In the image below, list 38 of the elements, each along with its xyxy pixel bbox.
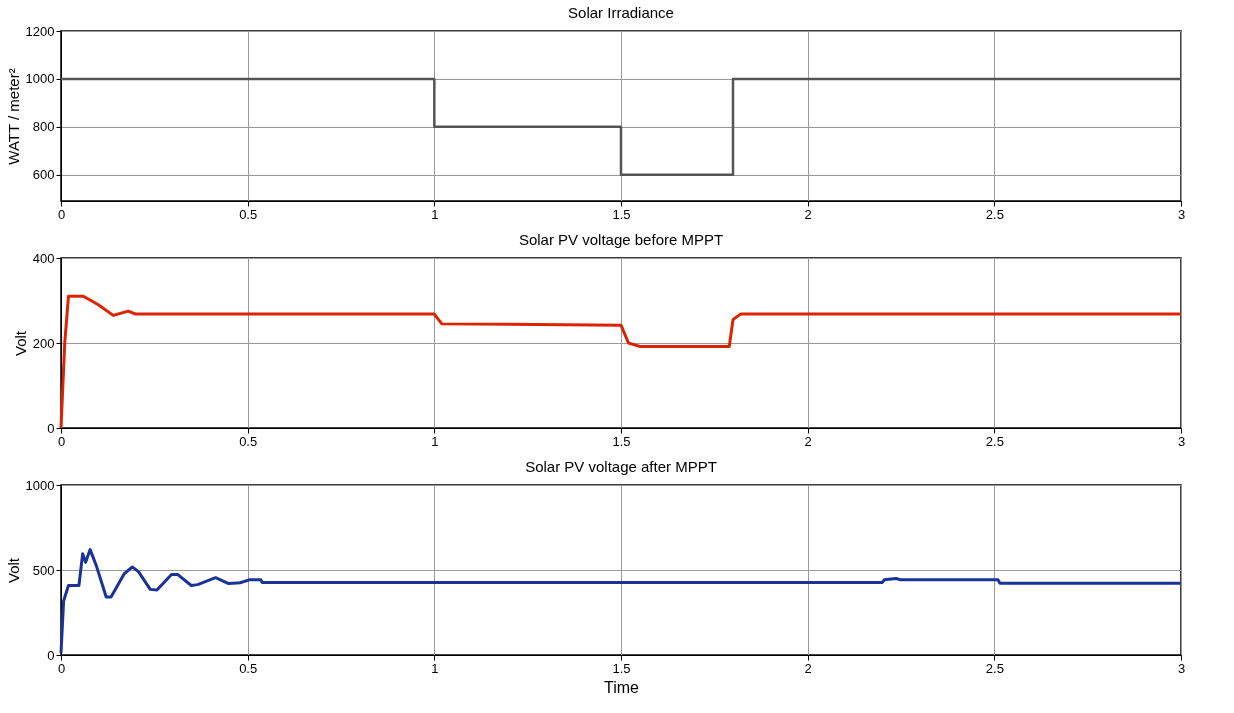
y-tick-label: 1200	[25, 23, 55, 39]
x-tick-label: 1.5	[612, 433, 631, 449]
y-axis-title: Volt	[11, 330, 29, 357]
y-tick-label: 1000	[25, 71, 55, 87]
y-tick-label: 500	[32, 562, 55, 578]
x-tick-label: 2	[804, 206, 812, 222]
x-tick-label: 3	[1177, 660, 1186, 676]
y-tick-label: 400	[32, 250, 55, 266]
y-axis-title: WATT / meter²	[4, 68, 22, 165]
x-tick-label: 1	[431, 206, 439, 222]
x-tick-label: 2	[804, 660, 812, 676]
x-tick-label: 2	[804, 433, 812, 449]
x-tick-label: 2.5	[985, 433, 1004, 449]
x-tick-label: 1.5	[612, 660, 631, 676]
x-tick-label: 0.5	[239, 433, 258, 449]
x-tick-label: 0	[57, 660, 66, 676]
x-tick-label: 1	[431, 660, 439, 676]
chart-title: Solar PV voltage before MPPT	[518, 231, 724, 248]
x-tick-label: 3	[1177, 433, 1186, 449]
x-tick-label: 1	[431, 433, 439, 449]
x-tick-label: 3	[1177, 206, 1186, 222]
y-tick-label: 800	[32, 119, 55, 135]
x-tick-label: 0.5	[239, 206, 258, 222]
chart-title: Solar PV voltage after MPPT	[525, 458, 717, 475]
x-tick-label: 0	[57, 433, 66, 449]
y-tick-label: 600	[32, 167, 55, 183]
x-tick-label: 0.5	[239, 660, 258, 676]
y-axis-title: Volt	[4, 557, 22, 584]
x-tick-label: 2.5	[985, 660, 1004, 676]
x-tick-label: 2.5	[985, 206, 1004, 222]
y-tick-label: 0	[47, 420, 55, 436]
x-tick-label: 1.5	[612, 206, 631, 222]
chart-title: Solar Irradiance	[568, 4, 674, 21]
y-tick-label: 1000	[25, 477, 55, 493]
x-axis-title: Time	[604, 678, 640, 696]
y-tick-label: 0	[47, 647, 55, 663]
x-tick-label: 0	[57, 206, 66, 222]
y-tick-label: 200	[32, 335, 55, 351]
